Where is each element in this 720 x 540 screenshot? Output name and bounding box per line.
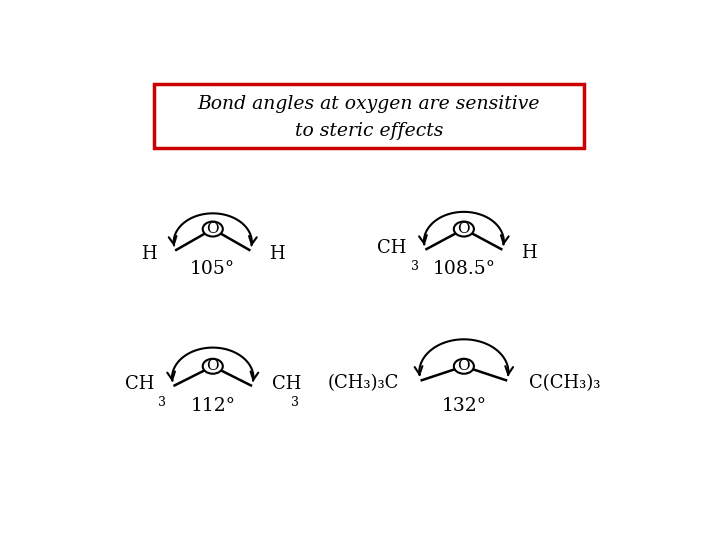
Circle shape — [203, 221, 222, 237]
Text: to steric effects: to steric effects — [294, 123, 444, 140]
Text: 3: 3 — [410, 260, 418, 273]
Text: CH: CH — [271, 375, 301, 393]
Text: CH: CH — [125, 375, 154, 393]
Text: 105°: 105° — [190, 260, 235, 278]
Text: 3: 3 — [158, 396, 166, 409]
Text: C(CH₃)₃: C(CH₃)₃ — [528, 374, 600, 392]
Text: O: O — [207, 359, 219, 373]
Circle shape — [454, 221, 474, 237]
Text: 3: 3 — [291, 396, 299, 409]
Text: CH3: CH3 — [366, 239, 406, 257]
Text: H: H — [141, 245, 156, 263]
Text: 108.5°: 108.5° — [432, 260, 495, 278]
Text: Bond angles at oxygen are sensitive: Bond angles at oxygen are sensitive — [198, 95, 540, 113]
Text: H: H — [521, 244, 537, 262]
FancyBboxPatch shape — [154, 84, 584, 148]
Text: 112°: 112° — [190, 397, 235, 415]
Text: CH: CH — [377, 239, 406, 257]
Circle shape — [203, 359, 222, 374]
Text: H: H — [269, 245, 284, 263]
Circle shape — [454, 359, 474, 374]
Text: O: O — [207, 222, 219, 236]
Text: CH3: CH3 — [113, 375, 154, 393]
Text: O: O — [457, 222, 470, 236]
Text: (CH₃)₃C: (CH₃)₃C — [328, 374, 399, 392]
Text: O: O — [457, 359, 470, 373]
Text: 132°: 132° — [441, 397, 487, 415]
